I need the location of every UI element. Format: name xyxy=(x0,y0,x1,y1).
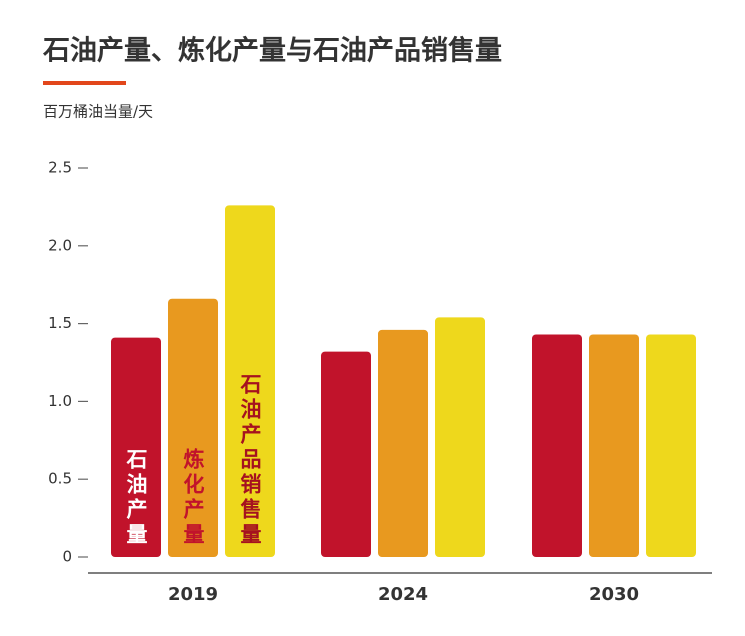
x-tick-label: 2024 xyxy=(378,584,428,605)
x-tick-label: 2030 xyxy=(589,584,639,605)
chart-title: 石油产量、炼化产量与石油产品销售量 xyxy=(42,35,502,67)
y-tick-label: 2.5 xyxy=(48,159,72,177)
series-label: 石油产品销售量 xyxy=(238,373,263,548)
bar xyxy=(321,351,371,557)
bar xyxy=(532,334,582,557)
y-axis-label: 百万桶油当量/天 xyxy=(43,103,153,121)
series-label: 炼化产量 xyxy=(181,447,205,548)
bar xyxy=(378,329,428,557)
y-tick-label: 0 xyxy=(62,548,72,566)
y-tick-label: 1.0 xyxy=(48,392,72,410)
y-tick-label: 2.0 xyxy=(48,236,72,254)
series-label: 石油产量 xyxy=(124,448,149,548)
bar xyxy=(435,317,485,557)
bar xyxy=(589,334,639,557)
y-tick-label: 1.5 xyxy=(48,314,72,332)
x-tick-label: 2019 xyxy=(168,584,218,605)
title-underline xyxy=(43,81,126,85)
bar xyxy=(225,205,275,557)
bar xyxy=(111,337,161,557)
y-tick-label: 0.5 xyxy=(48,470,72,488)
bar xyxy=(168,298,218,557)
bar xyxy=(646,334,696,557)
